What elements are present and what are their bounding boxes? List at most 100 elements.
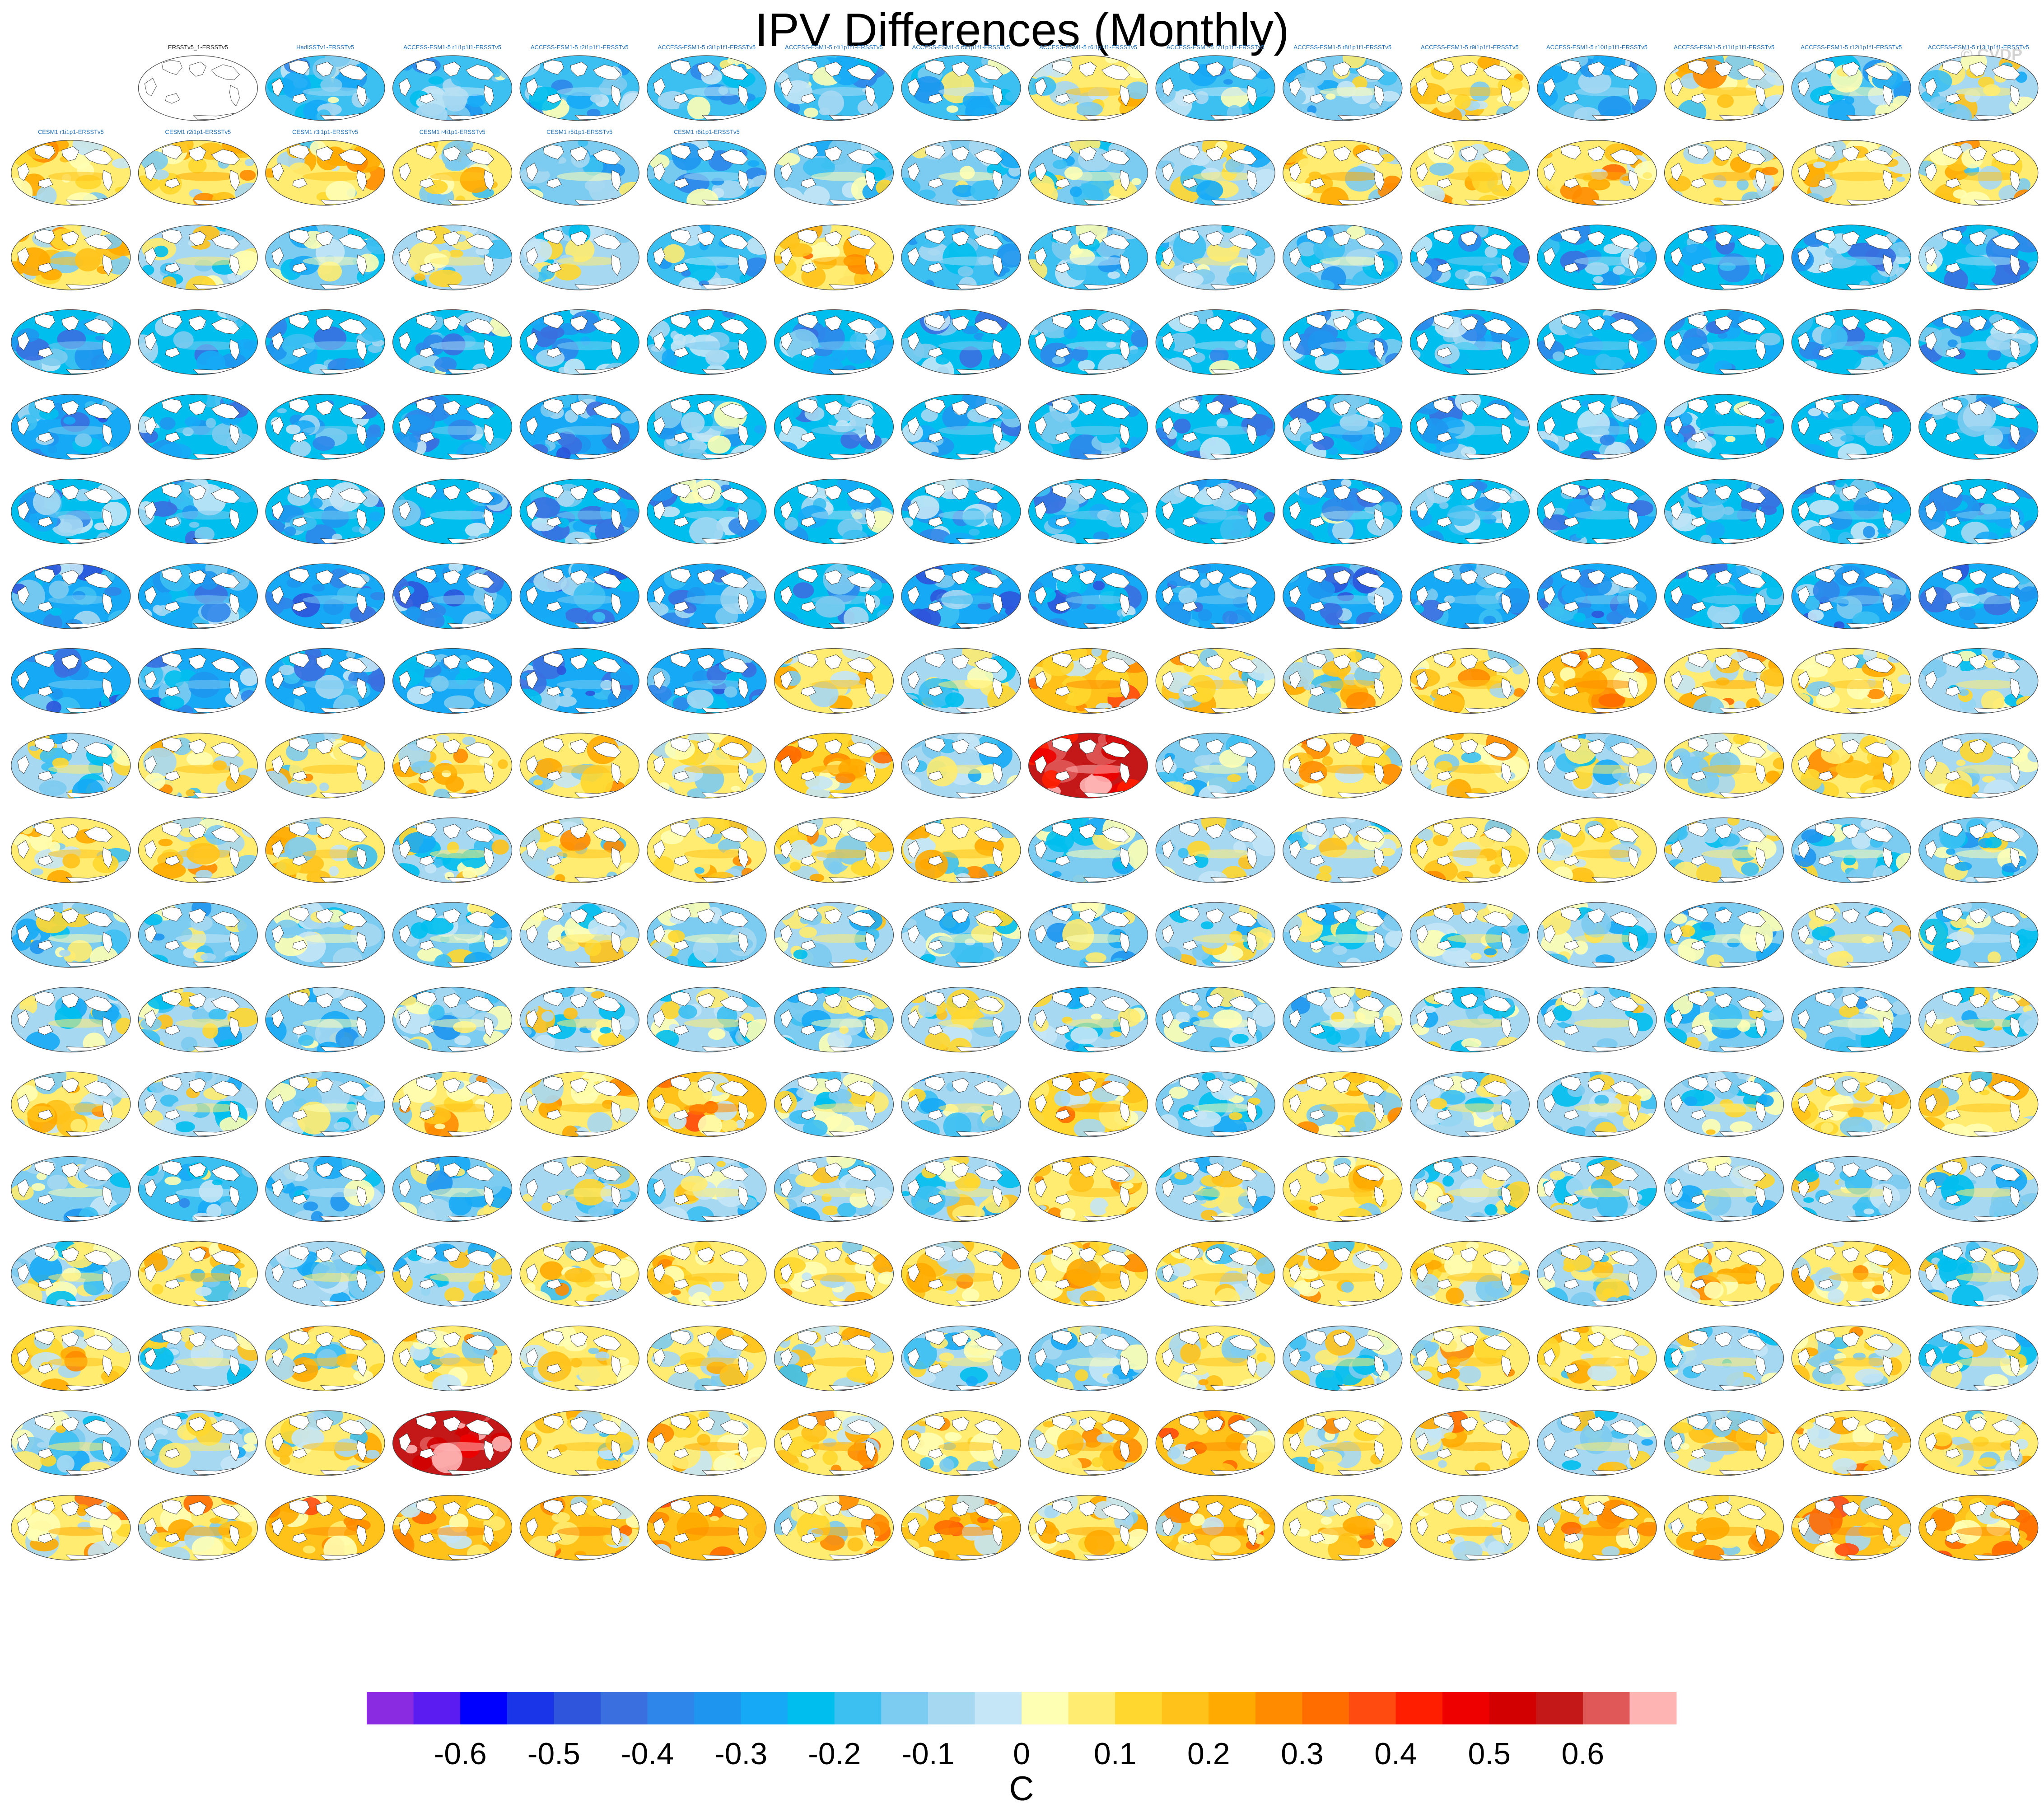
map-panel: [265, 224, 385, 290]
panel-label: ACCESS-ESM1-5 r11i1p1f1-ERSSTv5: [1674, 44, 1774, 51]
map-panel: [1537, 986, 1657, 1053]
map-panel: [1791, 986, 1911, 1053]
map-panel: [265, 1071, 385, 1137]
map-panel: [392, 1071, 513, 1137]
map-panel: [1537, 478, 1657, 545]
map-panel: [1283, 1241, 1403, 1307]
map-panel: [519, 1410, 639, 1476]
map-panel: [1028, 648, 1148, 714]
panel-label: ACCESS-ESM1-5 r5i1p1f1-ERSSTv5: [912, 44, 1010, 51]
map-panel: [647, 1495, 767, 1561]
map-panel: [519, 1241, 639, 1307]
map-panel: [519, 1071, 639, 1137]
map-panel: [1028, 733, 1148, 799]
panel-label: ACCESS-ESM1-5 r12i1p1f1-ERSSTv5: [1801, 44, 1902, 51]
map-panel: [1155, 817, 1275, 883]
map-panel: [901, 1071, 1021, 1137]
colorbar-swatch: [600, 1692, 648, 1724]
map-panel: [647, 817, 767, 883]
map-panel: [647, 986, 767, 1053]
map-panel: [392, 1241, 513, 1307]
map-panel: [1918, 478, 2039, 545]
map-panel: [1791, 1495, 1911, 1561]
map-panel: [1791, 1325, 1911, 1392]
colorbar-swatch: [1395, 1692, 1443, 1724]
map-panel: [1791, 478, 1911, 545]
colorbar-swatch: [554, 1692, 601, 1724]
map-panel: [1537, 1156, 1657, 1222]
map-panel: [1409, 563, 1530, 629]
map-panel: [11, 1325, 131, 1392]
map-panel: ACCESS-ESM1-5 r9i1p1f1-ERSSTv5: [1409, 44, 1530, 121]
map-panel: [647, 1071, 767, 1137]
map-panel: [1283, 1156, 1403, 1222]
map-panel: [138, 1410, 258, 1476]
map-panel: [1664, 1495, 1784, 1561]
map-panel: [774, 309, 894, 375]
map-panel: [1028, 224, 1148, 290]
map-panel: [1155, 478, 1275, 545]
panel-label: CESM1 r5i1p1-ERSSTv5: [546, 129, 612, 135]
colorbar-tick-label: -0.5: [527, 1737, 580, 1771]
map-panel: [1409, 1156, 1530, 1222]
colorbar-swatch: [1302, 1692, 1349, 1724]
map-panel: [1918, 648, 2039, 714]
map-panel: [1537, 309, 1657, 375]
map-panel: [1028, 478, 1148, 545]
map-panel: [647, 902, 767, 968]
map-panel: [1918, 563, 2039, 629]
map-panel: [1155, 1071, 1275, 1137]
map-panel: [265, 309, 385, 375]
map-panel: [1537, 1325, 1657, 1392]
map-panel: [1283, 733, 1403, 799]
map-panel: [519, 478, 639, 545]
map-panel: HadISSTv1-ERSSTv5: [265, 44, 385, 121]
map-panel: [392, 224, 513, 290]
panel-label: CESM1 r4i1p1-ERSSTv5: [420, 129, 485, 135]
map-panel: [1918, 1241, 2039, 1307]
map-panel: [1028, 1241, 1148, 1307]
map-panel: [901, 1241, 1021, 1307]
panel-label: ACCESS-ESM1-5 r3i1p1f1-ERSSTv5: [658, 44, 756, 51]
map-panel: [647, 1325, 767, 1392]
map-panel: ACCESS-ESM1-5 r11i1p1f1-ERSSTv5: [1664, 44, 1784, 121]
map-panel: [1918, 309, 2039, 375]
colorbar-swatch: [1162, 1692, 1209, 1724]
map-panel: CESM1 r5i1p1-ERSSTv5: [519, 129, 639, 206]
colorbar-unit-label: C: [1009, 1770, 1034, 1808]
map-panel: ACCESS-ESM1-5 r3i1p1f1-ERSSTv5: [647, 44, 767, 121]
map-panel: [901, 224, 1021, 290]
map-panel: [1283, 1495, 1403, 1561]
panel-label: CESM1 r2i1p1-ERSSTv5: [165, 129, 231, 135]
map-panel: [647, 1241, 767, 1307]
map-panel: [647, 563, 767, 629]
map-panel: [774, 563, 894, 629]
map-panel: [1918, 1410, 2039, 1476]
map-panel: [1028, 902, 1148, 968]
panel-label: ACCESS-ESM1-5 r2i1p1f1-ERSSTv5: [531, 44, 629, 51]
map-panel: [1409, 309, 1530, 375]
map-panel: [1155, 1495, 1275, 1561]
map-panel: [265, 478, 385, 545]
colorbar-swatch: [1115, 1692, 1162, 1724]
map-panel: [519, 733, 639, 799]
map-panel: ACCESS-ESM1-5 r13i1p1f1-ERSSTv5: [1918, 44, 2039, 121]
map-panel: [138, 648, 258, 714]
map-panel: [1409, 817, 1530, 883]
colorbar-tick-label: 0: [1013, 1737, 1030, 1771]
map-panel: [1537, 817, 1657, 883]
map-panel: [265, 1495, 385, 1561]
map-panel: [1283, 1071, 1403, 1137]
map-panel: [138, 563, 258, 629]
map-panel: [1918, 817, 2039, 883]
colorbar-swatch: [1442, 1692, 1490, 1724]
colorbar-tick-label: -0.3: [714, 1737, 767, 1771]
map-panel: [392, 478, 513, 545]
map-panel: [138, 1325, 258, 1392]
colorbar-tick-label: 0.5: [1468, 1737, 1511, 1771]
map-panel: [774, 1241, 894, 1307]
panel-label: CESM1 r6i1p1-ERSSTv5: [674, 129, 740, 135]
panel-label: ACCESS-ESM1-5 r8i1p1f1-ERSSTv5: [1293, 44, 1391, 51]
panel-label: ACCESS-ESM1-5 r4i1p1f1-ERSSTv5: [785, 44, 883, 51]
colorbar-tick-label: 0.2: [1187, 1737, 1230, 1771]
